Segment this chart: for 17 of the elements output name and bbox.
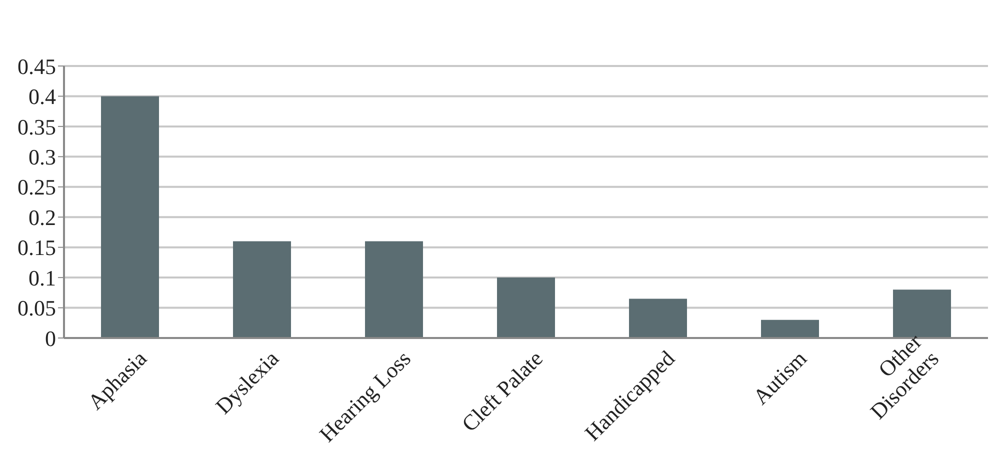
y-tick-label: 0.45 (18, 54, 56, 79)
y-tick-label: 0.3 (28, 144, 56, 170)
y-tick-label: 0 (45, 326, 56, 351)
bar (497, 278, 555, 338)
y-tick-label: 0.4 (28, 84, 56, 110)
y-tick-label: 0.2 (28, 204, 56, 230)
y-tick-label: 0.35 (18, 114, 56, 140)
bar (761, 320, 819, 338)
y-tick-label: 0.1 (28, 265, 56, 290)
bar (893, 290, 951, 338)
bar (629, 298, 687, 338)
bar (365, 241, 423, 338)
y-tick-label: 0.15 (18, 235, 56, 260)
y-tick-label: 0.25 (18, 174, 56, 200)
bar (233, 241, 291, 338)
bar (101, 96, 159, 338)
y-tick-label: 0.05 (18, 296, 56, 321)
